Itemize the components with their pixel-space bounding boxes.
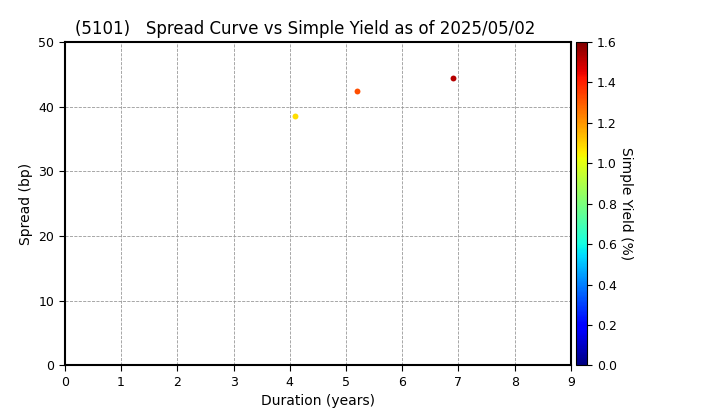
- Point: [289, 113, 301, 120]
- Point: [351, 87, 363, 94]
- Y-axis label: Spread (bp): Spread (bp): [19, 163, 33, 245]
- X-axis label: Duration (years): Duration (years): [261, 394, 375, 408]
- Text: (5101)   Spread Curve vs Simple Yield as of 2025/05/02: (5101) Spread Curve vs Simple Yield as o…: [75, 20, 535, 38]
- Y-axis label: Simple Yield (%): Simple Yield (%): [619, 147, 634, 260]
- Point: [447, 74, 459, 81]
